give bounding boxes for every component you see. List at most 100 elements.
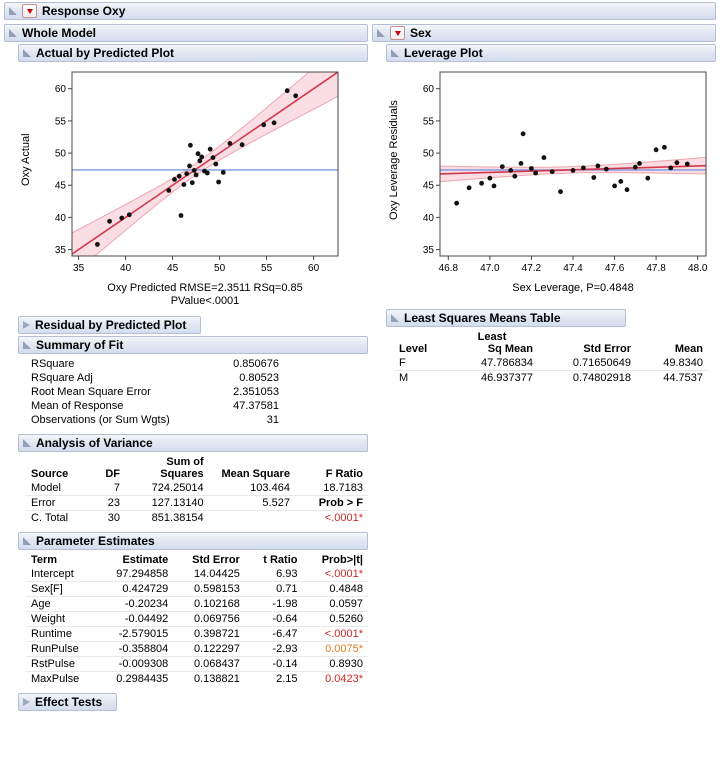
red-triangle-icon xyxy=(26,8,33,14)
column-header xyxy=(295,455,368,468)
table-row: Error 23 127.13140 5.527 Prob > F xyxy=(26,495,368,511)
disclosure-open-icon[interactable] xyxy=(391,314,399,322)
table-cell: -0.009308 xyxy=(94,656,174,672)
column-header: Sq Mean xyxy=(487,343,533,355)
header-response-oxy[interactable]: Response Oxy xyxy=(4,2,716,20)
table-cell: 0.850676 xyxy=(233,358,279,370)
table-cell: 47.786834 xyxy=(446,356,538,371)
header-actual-by-predicted[interactable]: Actual by Predicted Plot xyxy=(18,44,368,62)
section-title-effect-tests: Effect Tests xyxy=(35,695,103,709)
disclosure-open-icon[interactable] xyxy=(23,49,31,57)
section-title-actual-by-predicted: Actual by Predicted Plot xyxy=(36,46,175,60)
svg-text:50: 50 xyxy=(214,263,226,274)
table-cell: Mean of Response xyxy=(31,400,124,412)
header-analysis-of-variance[interactable]: Analysis of Variance xyxy=(18,434,368,452)
table-cell: -0.20234 xyxy=(94,596,174,612)
table-row: Sex[F] 0.424729 0.598153 0.71 0.4848 xyxy=(26,581,368,597)
leverage-plot: Oxy Leverage Residuals 46.8 47.0 47.2 47.4 4… xyxy=(386,64,716,295)
disclosure-open-icon[interactable] xyxy=(23,537,31,545)
table-cell: 30 xyxy=(107,512,121,524)
header-sex[interactable]: Sex xyxy=(372,24,716,42)
table-cell: 23 xyxy=(87,495,126,511)
svg-text:47.2: 47.2 xyxy=(522,263,542,274)
table-cell: 49.8340 xyxy=(636,356,708,371)
section-title-sex: Sex xyxy=(410,26,432,40)
svg-text:48.0: 48.0 xyxy=(688,263,708,274)
red-triangle-menu-button[interactable] xyxy=(22,4,37,18)
header-leverage-plot[interactable]: Leverage Plot xyxy=(386,44,716,62)
header-summary-of-fit[interactable]: Summary of Fit xyxy=(18,336,368,354)
report-title: Response Oxy xyxy=(42,4,126,18)
table-cell xyxy=(209,511,295,526)
table-cell: 5.527 xyxy=(208,495,295,511)
y-axis-label: Oxy Leverage Residuals xyxy=(388,100,400,220)
table-row: Mean of Response 47.37581 xyxy=(26,399,284,413)
table-cell: <.0001* xyxy=(324,512,363,524)
table-cell: 0.5260 xyxy=(302,611,368,627)
table-cell: MaxPulse xyxy=(31,673,80,685)
header-whole-model[interactable]: Whole Model xyxy=(4,24,368,42)
column-header: DF xyxy=(105,468,121,480)
table-cell: -2.93 xyxy=(244,641,303,657)
header-least-squares-means[interactable]: Least Squares Means Table xyxy=(386,309,626,327)
column-header xyxy=(87,455,125,468)
svg-text:40: 40 xyxy=(423,213,435,224)
section-title-residual-by-predicted: Residual by Predicted Plot xyxy=(35,318,187,332)
table-cell: RunPulse xyxy=(26,641,95,657)
table-cell: 97.294858 xyxy=(94,567,174,582)
disclosure-open-icon[interactable] xyxy=(377,29,385,37)
table-cell: 0.74802918 xyxy=(572,372,631,384)
table-cell: -6.47 xyxy=(244,626,303,642)
leverage-plot-canvas[interactable]: 46.8 47.0 47.2 47.4 47.6 47.8 48.0 35 40 45 50 55 60 xyxy=(402,64,714,282)
actual-by-predicted-canvas[interactable]: 35 40 45 50 55 60 35 40 45 50 55 60 xyxy=(34,64,346,282)
disclosure-open-icon[interactable] xyxy=(23,341,31,349)
table-cell: 0.138821 xyxy=(193,673,240,685)
sex-column: Sex Leverage Plot Oxy Leverage Residuals… xyxy=(372,22,716,392)
table-cell: 0.122297 xyxy=(173,641,245,657)
disclosure-open-icon[interactable] xyxy=(9,7,17,15)
table-cell: <.0001* xyxy=(302,626,368,642)
table-cell: 0.8930 xyxy=(302,656,368,672)
table-cell: -1.98 xyxy=(244,596,303,612)
section-title-analysis-of-variance: Analysis of Variance xyxy=(36,436,153,450)
least-squares-means-table: Least Level Sq Mean Std Error Mean F 47.786834… xyxy=(394,330,708,385)
table-cell: Prob > F xyxy=(294,495,368,511)
table-row: Intercept 97.294858 14.04425 6.93 <.0001* xyxy=(26,567,368,582)
table-cell: Intercept xyxy=(26,567,95,582)
column-header: Squares xyxy=(160,468,204,480)
header-residual-by-predicted[interactable]: Residual by Predicted Plot xyxy=(18,316,202,334)
jmp-report-window: Response Oxy Whole Model Actual by Predi… xyxy=(4,2,716,713)
column-header xyxy=(636,330,708,343)
table-cell: RSquare Adj xyxy=(31,372,93,384)
disclosure-open-icon[interactable] xyxy=(23,439,31,447)
column-header: Std Error xyxy=(583,343,631,355)
disclosure-closed-icon[interactable] xyxy=(23,698,30,706)
red-triangle-menu-button[interactable] xyxy=(390,26,405,40)
header-effect-tests[interactable]: Effect Tests xyxy=(18,693,118,711)
table-cell: 0.0423* xyxy=(325,673,363,685)
whole-model-column: Whole Model Actual by Predicted Plot Oxy… xyxy=(4,22,368,713)
table-row: M 46.937377 0.74802918 44.7537 xyxy=(394,371,708,386)
svg-text:55: 55 xyxy=(55,116,67,127)
column-header xyxy=(538,330,636,343)
table-cell: -0.14 xyxy=(244,656,303,672)
header-parameter-estimates[interactable]: Parameter Estimates xyxy=(18,532,368,550)
section-title-whole-model: Whole Model xyxy=(22,26,96,40)
table-row: MaxPulse 0.2984435 0.138821 2.15 0.0423* xyxy=(26,672,368,687)
disclosure-closed-icon[interactable] xyxy=(23,321,30,329)
parameter-estimates-table: Term Estimate Std Error t Ratio Prob>|t| Inte… xyxy=(26,553,368,686)
svg-text:35: 35 xyxy=(55,245,67,256)
table-row: C. Total 30 851.38154 <.0001* xyxy=(26,511,368,526)
disclosure-open-icon[interactable] xyxy=(391,49,399,57)
column-header: Source xyxy=(31,468,69,480)
svg-text:40: 40 xyxy=(55,213,67,224)
disclosure-open-icon[interactable] xyxy=(9,29,17,37)
svg-text:47.4: 47.4 xyxy=(563,263,583,274)
svg-text:47.6: 47.6 xyxy=(605,263,625,274)
table-cell: RstPulse xyxy=(26,656,95,672)
svg-text:47.0: 47.0 xyxy=(480,263,500,274)
svg-text:60: 60 xyxy=(423,84,435,95)
table-cell: 0.069756 xyxy=(173,611,245,627)
summary-of-fit-table: RSquare 0.850676 RSquare Adj 0.80523 Root Me… xyxy=(26,357,284,427)
column-header: Prob>|t| xyxy=(321,554,363,566)
